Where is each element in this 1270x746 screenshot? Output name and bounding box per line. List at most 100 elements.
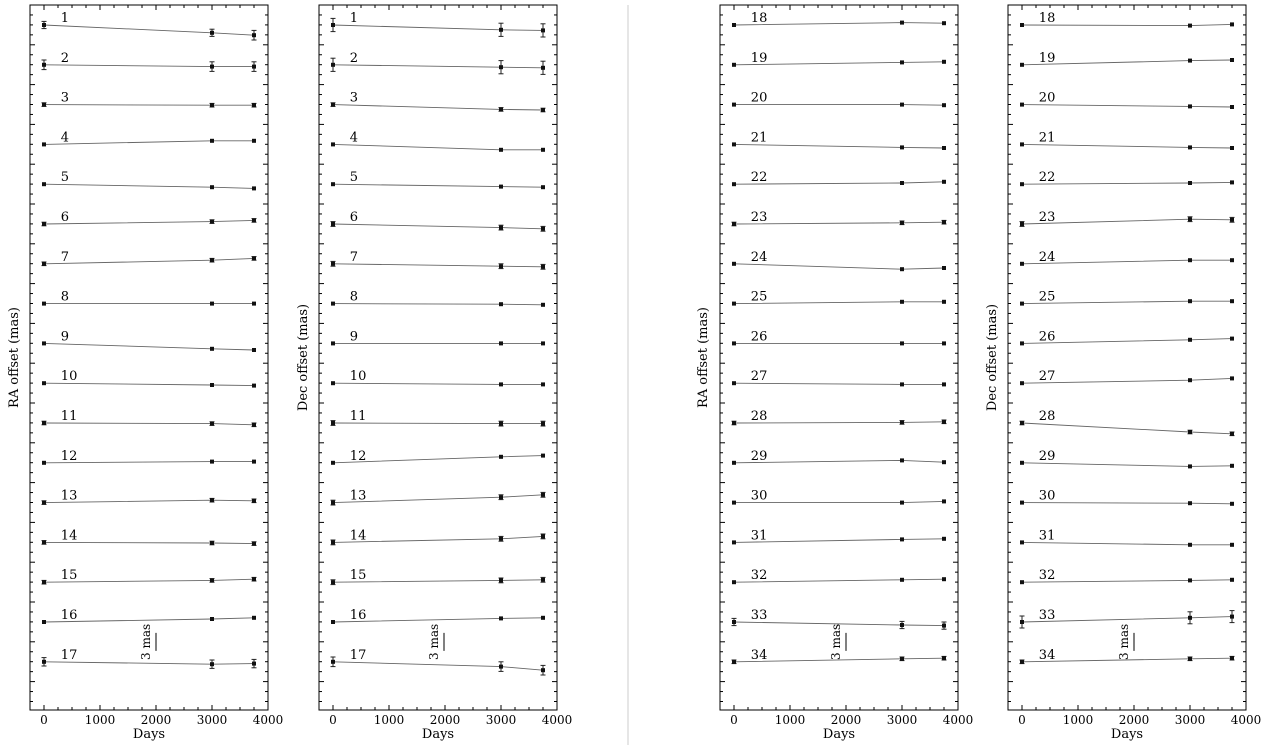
data-point [42,580,46,585]
data-point [1188,58,1192,63]
x-axis-label: Days [133,727,165,742]
y-axis-label: Dec offset (mas) [296,304,311,411]
data-point [942,146,946,150]
series-label: 1 [61,11,69,26]
series-18: 18 [1020,11,1234,28]
series-label: 8 [350,290,358,305]
data-point [1230,58,1234,62]
data-point [541,108,545,112]
data-point [900,537,904,542]
data-point [42,102,46,107]
plot-frame [318,4,558,711]
data-point [942,382,946,387]
series-label: 6 [350,210,358,225]
data-point [252,383,256,388]
data-point [541,65,545,70]
series-label: 12 [350,449,367,464]
series-line [43,104,254,106]
data-point [331,142,335,147]
data-point [900,102,904,107]
data-point [1020,23,1024,27]
data-point [1020,341,1024,346]
x-tick-label: 2000 [1119,713,1150,727]
data-point [900,420,904,425]
data-point [499,341,503,346]
data-point [1020,659,1024,664]
series-label: 8 [61,290,69,305]
x-tick-label: 4000 [1231,713,1262,727]
series-label: 25 [1039,290,1056,305]
data-point [331,580,335,585]
data-point [210,541,214,545]
series-label: 20 [1039,91,1056,106]
series-label: 16 [350,608,367,623]
series-label: 28 [751,409,768,424]
series-20: 20 [732,91,946,108]
data-point [331,301,335,306]
data-point [942,179,946,184]
data-point [732,341,736,346]
data-point [42,500,46,505]
plot-frame [719,4,959,711]
data-point [1230,22,1234,27]
series-label: 33 [751,608,768,623]
series-12: 12 [331,449,545,465]
data-point [331,182,335,187]
series-label: 9 [61,329,69,344]
data-point [900,20,904,25]
data-point [1020,580,1024,585]
data-point [499,495,503,500]
series-label: 32 [1039,568,1056,583]
series-1: 1 [330,11,546,38]
data-point [1188,104,1192,109]
data-point [541,492,545,497]
series-18: 18 [732,11,946,27]
series-17: 17 [330,648,546,676]
data-point [1020,421,1024,425]
data-point [732,102,736,107]
data-point [42,62,46,67]
series-label: 19 [1039,51,1056,66]
data-point [1188,615,1192,620]
data-point [1230,431,1234,436]
series-34: 34 [731,648,947,665]
data-point [942,577,946,582]
data-point [252,256,256,261]
series-label: 3 [61,91,69,106]
data-point [900,623,904,627]
series-label: 14 [350,528,367,543]
data-point [499,454,503,459]
data-point [1188,337,1192,342]
series-16: 16 [42,608,256,624]
data-point [942,103,946,108]
data-point [42,222,46,226]
series-label: 17 [350,648,367,663]
data-point [210,662,214,667]
series-29: 29 [1020,449,1234,469]
data-point [942,266,946,270]
data-point [42,23,46,27]
data-point [1020,261,1024,266]
series-12: 12 [42,449,256,465]
data-point [210,258,214,263]
data-point [252,459,256,464]
y-axis-label: RA offset (mas) [696,307,711,408]
data-point [1020,500,1024,505]
series-label: 5 [61,170,69,185]
data-point [1020,102,1024,107]
data-point [732,580,736,585]
series-7: 7 [41,250,257,267]
series-line [332,263,544,268]
data-point [331,23,335,27]
x-tick-label: 0 [329,713,337,727]
series-label: 25 [751,290,768,305]
data-point [210,498,214,503]
data-point [541,668,545,673]
data-point [541,421,545,426]
series-1: 1 [41,11,257,41]
data-point [210,578,214,583]
series-34: 34 [1019,648,1235,665]
series-23: 23 [1019,210,1235,227]
series-33: 33 [731,608,947,630]
